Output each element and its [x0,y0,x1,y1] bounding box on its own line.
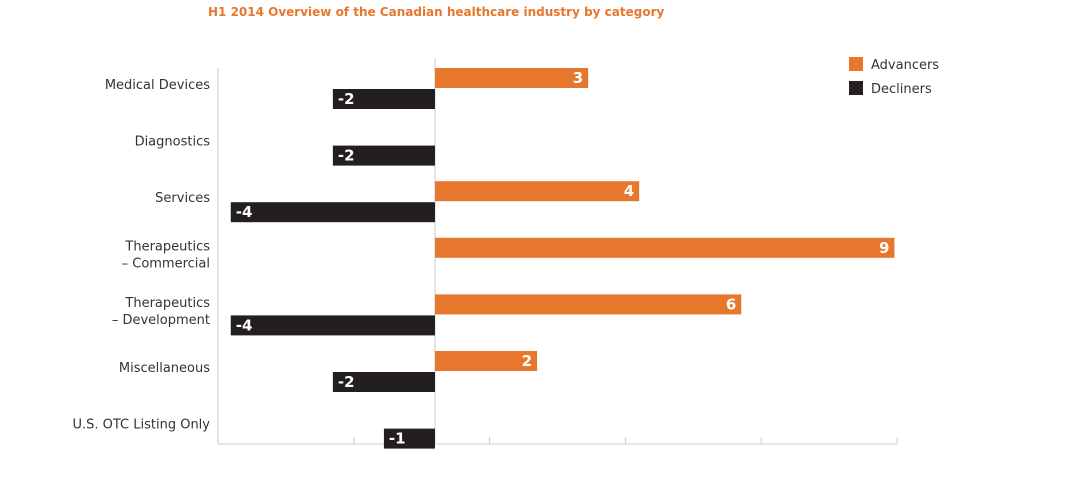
category-label: – Commercial [122,256,210,271]
legend: Advancers Decliners [849,57,939,97]
bar-value-label: 4 [624,182,634,200]
legend-label: Advancers [871,58,939,73]
category-label: Therapeutics [124,296,210,311]
advancers-bar [434,351,538,371]
advancers-bar [434,237,895,258]
category-labels: Medical Devices Diagnostics Services Therap… [72,78,210,433]
bar-value-label: 6 [726,295,736,313]
category-label: Miscellaneous [119,361,210,376]
bar-value-label: -1 [389,430,406,448]
decliners-bar [332,89,435,109]
advancers-bar [434,181,640,202]
bar-value-label: -4 [236,203,253,221]
chart-title: H1 2014 Overview of the Canadian healthc… [208,5,665,19]
category-label: U.S. OTC Listing Only [72,418,210,433]
decliners-bar [383,428,435,449]
bar-value-label: -2 [338,147,355,165]
bar-value-label: -2 [338,373,355,391]
legend-swatch [849,57,863,71]
legend-label: Decliners [871,82,932,97]
legend-swatch [849,81,863,95]
bars: 3 4 9 6 2 -2 -2 -4 -4 -2 -1 [230,68,895,449]
category-label: Diagnostics [135,135,211,150]
bar-value-label: 9 [879,239,889,257]
decliners-bar [332,145,435,166]
bar-value-label: 2 [522,352,532,370]
bar-value-label: -4 [236,316,253,334]
decliners-bar [230,202,435,223]
bar-value-label: -2 [338,90,355,108]
category-label: Services [155,191,210,206]
category-label: Therapeutics [124,239,210,254]
bar-value-label: 3 [573,69,583,87]
decliners-bar [332,372,435,392]
category-label: – Development [112,313,210,328]
advancers-bar [434,68,589,88]
decliners-bar [230,315,435,336]
advancers-bar [434,294,742,315]
category-label: Medical Devices [105,78,210,93]
